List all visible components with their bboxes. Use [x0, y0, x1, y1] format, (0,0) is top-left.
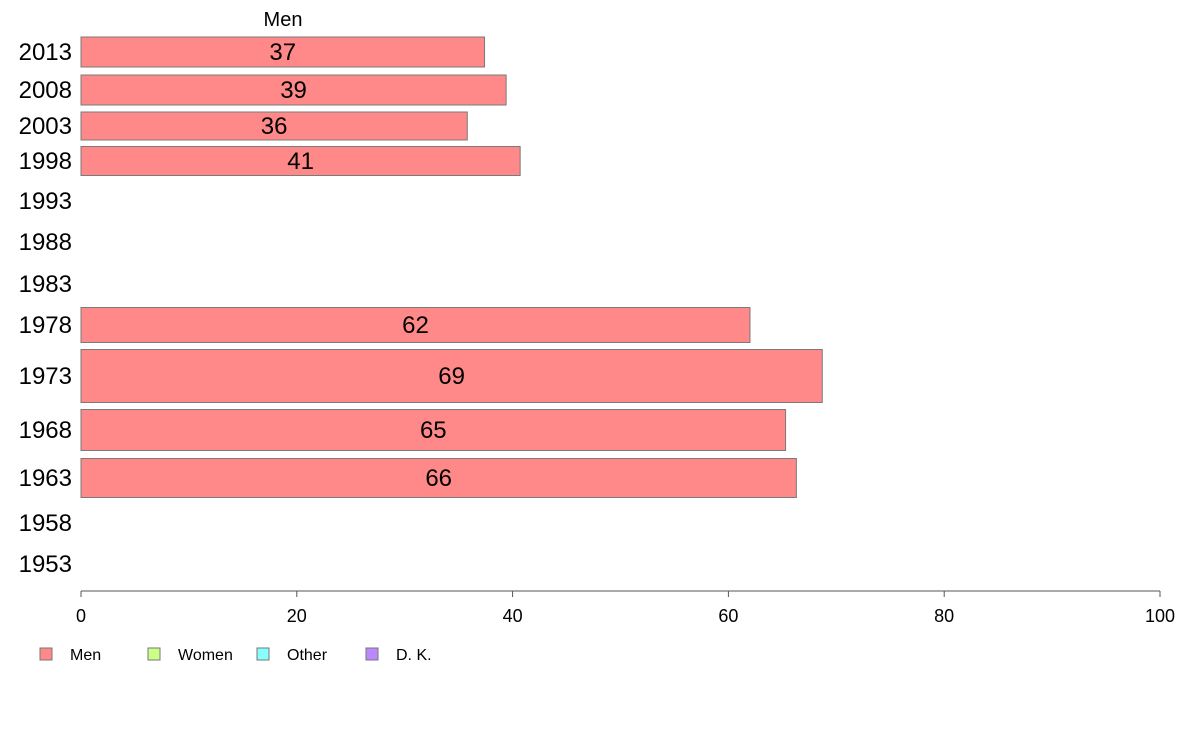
- category-label: 1963: [19, 465, 72, 492]
- category-label: 1988: [19, 229, 72, 256]
- category-label: 1983: [19, 271, 72, 298]
- x-tick-label: 60: [718, 606, 738, 626]
- legend: Men Women Other D. K.: [39, 647, 432, 664]
- bar: [80, 36, 486, 68]
- bar-data-label: 66: [425, 465, 452, 492]
- x-tick-label: 100: [1145, 606, 1175, 626]
- legend-label: Men: [70, 647, 101, 664]
- legend-swatch: [365, 647, 379, 661]
- bar: [80, 409, 787, 451]
- bar: [80, 74, 507, 106]
- bar-data-label: 41: [287, 148, 314, 175]
- x-tick-label: 20: [287, 606, 307, 626]
- category-label: 2003: [19, 113, 72, 140]
- bar: [80, 111, 468, 141]
- bar: [80, 307, 751, 343]
- legend-label: Other: [287, 647, 328, 664]
- series-header: Men: [264, 9, 303, 31]
- category-label: 1968: [19, 417, 72, 444]
- x-axis: 0 20 40 60 80 100: [76, 590, 1175, 626]
- legend-swatch: [39, 647, 53, 661]
- bar-data-label: 39: [280, 77, 307, 104]
- category-label: 1993: [19, 188, 72, 215]
- bar: [80, 458, 797, 498]
- legend-label: D. K.: [396, 647, 432, 664]
- bars-group: 37 39 36 41 62 69 65 66: [80, 36, 823, 498]
- bar-data-label: 65: [420, 417, 447, 444]
- category-label: 1958: [19, 510, 72, 537]
- bar-data-label: 69: [438, 363, 465, 390]
- legend-swatch: [256, 647, 270, 661]
- x-tick-label: 40: [503, 606, 523, 626]
- bar-data-label: 36: [261, 113, 288, 140]
- category-label: 1998: [19, 148, 72, 175]
- bar: [80, 146, 521, 176]
- legend-swatch: [147, 647, 161, 661]
- category-labels: 2013 2008 2003 1998 1993 1988 1983 1978 1973 1968…: [19, 39, 72, 578]
- category-label: 2013: [19, 39, 72, 66]
- category-label: 1953: [19, 551, 72, 578]
- bar-data-label: 62: [402, 312, 429, 339]
- category-label: 2008: [19, 77, 72, 104]
- x-tick-label: 80: [934, 606, 954, 626]
- bar: [80, 349, 823, 403]
- x-tick-label: 0: [76, 606, 86, 626]
- bar-data-label: 37: [269, 39, 296, 66]
- category-label: 1978: [19, 312, 72, 339]
- legend-label: Women: [178, 647, 233, 664]
- category-label: 1973: [19, 363, 72, 390]
